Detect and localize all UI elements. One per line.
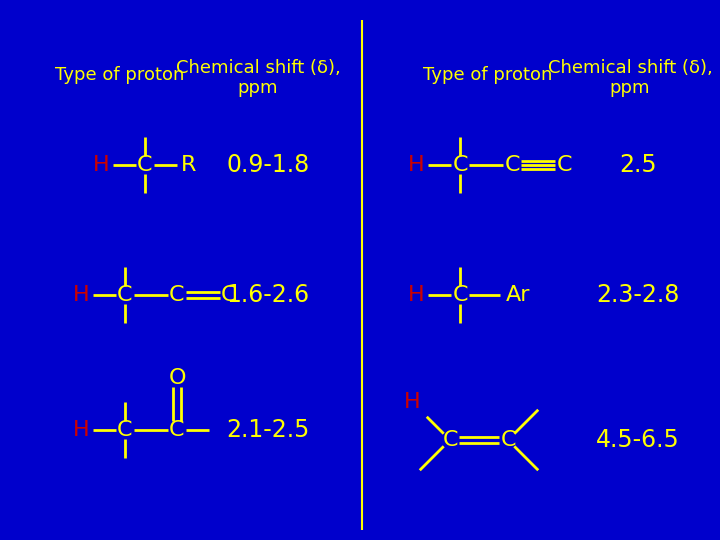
Text: C: C <box>169 285 185 305</box>
Text: H: H <box>403 392 420 412</box>
Text: H: H <box>73 420 89 440</box>
Text: C: C <box>442 430 458 450</box>
Text: H: H <box>408 285 424 305</box>
Text: C: C <box>452 285 468 305</box>
Text: C: C <box>500 430 516 450</box>
Text: Type of proton: Type of proton <box>423 66 553 84</box>
Text: H: H <box>93 155 109 175</box>
Text: C: C <box>117 420 132 440</box>
Text: 0.9-1.8: 0.9-1.8 <box>226 153 310 177</box>
Text: Chemical shift (δ),: Chemical shift (δ), <box>548 59 712 77</box>
Text: C: C <box>138 155 153 175</box>
Text: H: H <box>73 285 89 305</box>
Text: C: C <box>557 155 572 175</box>
Text: C: C <box>221 285 237 305</box>
Text: ppm: ppm <box>610 79 650 97</box>
Text: 2.3-2.8: 2.3-2.8 <box>596 283 680 307</box>
Text: 2.5: 2.5 <box>619 153 657 177</box>
Text: Ar: Ar <box>505 285 530 305</box>
Text: Chemical shift (δ),: Chemical shift (δ), <box>176 59 341 77</box>
Text: C: C <box>169 420 185 440</box>
Text: Type of proton: Type of proton <box>55 66 185 84</box>
Text: O: O <box>168 368 186 388</box>
Text: C: C <box>117 285 132 305</box>
Text: 4.5-6.5: 4.5-6.5 <box>596 428 680 452</box>
Text: C: C <box>452 155 468 175</box>
Text: 1.6-2.6: 1.6-2.6 <box>226 283 310 307</box>
Text: R: R <box>181 155 197 175</box>
Text: C: C <box>504 155 520 175</box>
Text: H: H <box>408 155 424 175</box>
Text: ppm: ppm <box>238 79 278 97</box>
Text: 2.1-2.5: 2.1-2.5 <box>226 418 310 442</box>
